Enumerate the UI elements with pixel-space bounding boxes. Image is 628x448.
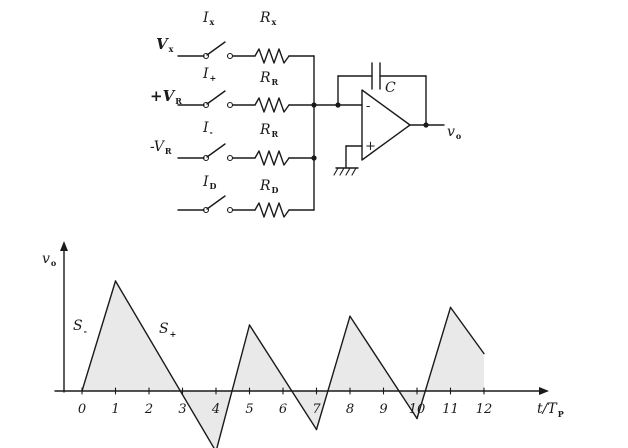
input-branch-plus-vr: +VR I+ RR (150, 66, 315, 113)
x-tick-label: 11 (442, 402, 459, 417)
switch-label-ix: Ix (202, 10, 215, 27)
waveform-segment (81, 280, 117, 392)
switch-blade (206, 41, 226, 56)
waveform-segment (449, 306, 485, 355)
resistor-label-rx: Rx (259, 10, 277, 27)
switch-contact (226, 101, 234, 109)
switch-contact (226, 206, 234, 214)
voltage-label-minus-vr: -VR (150, 139, 172, 156)
waveform-segment (416, 306, 452, 420)
ground-hatch (339, 167, 345, 176)
x-tick-label: 9 (379, 402, 387, 417)
voltage-label-plus-vr: +VR (150, 87, 182, 106)
x-tick-label: 4 (211, 402, 220, 417)
integrator-circuit: Vx Ix Rx +VR I+ RR -VR I- (150, 10, 462, 218)
waveform-series (81, 280, 485, 448)
voltage-label-vx: Vx (156, 35, 174, 54)
shaded-region (82, 281, 484, 448)
switch-contact (202, 101, 210, 109)
op-amp: - + vo (361, 89, 462, 161)
switch-contact (226, 52, 234, 60)
switch-label-id: ID (202, 174, 217, 191)
waveform-segment (114, 280, 215, 448)
switch-contact (202, 154, 210, 162)
x-axis-arrowhead (539, 387, 549, 395)
switch-contact (202, 206, 210, 214)
resistor-label-rd: RD (259, 178, 279, 195)
resistor-label-rr: RR (259, 122, 279, 139)
input-branch-id: ID RD (177, 174, 315, 218)
junction-dot (311, 155, 317, 161)
input-branch-minus-vr: -VR I- RR (150, 120, 315, 166)
y-axis-label: vo (42, 251, 57, 268)
ground-symbol (333, 145, 363, 176)
switch-blade (206, 195, 226, 210)
switch-blade (206, 143, 226, 158)
waveform-segment (216, 324, 251, 448)
x-tick-label: 1 (111, 402, 119, 417)
shaded-area (82, 281, 484, 448)
x-axis-label: t/TP (537, 401, 564, 419)
op-amp-triangle (361, 89, 411, 161)
x-tick-label: 0 (78, 402, 86, 417)
x-tick-label: 2 (144, 402, 153, 417)
input-branch-vx: Vx Ix Rx (156, 10, 315, 64)
switch-label-iminus: I- (202, 120, 213, 137)
waveform-segment (248, 324, 318, 431)
x-tick-label: 7 (312, 402, 321, 417)
output-label: vo (447, 124, 462, 141)
switch-label-iplus: I+ (202, 66, 216, 83)
switch-contact (202, 52, 210, 60)
resistor-label-rr: RR (259, 70, 279, 87)
x-tick-label: 3 (178, 402, 186, 417)
slope-label-s-minus: S- (73, 318, 87, 336)
resistor-zigzag (254, 150, 290, 166)
resistor-zigzag (254, 97, 290, 113)
junction-dot (423, 122, 429, 128)
ground-hatch (345, 167, 351, 176)
ground-hatch (333, 167, 339, 176)
resistor-zigzag (254, 48, 290, 64)
feedback-capacitor: C (337, 62, 427, 126)
x-tick-label: 5 (245, 402, 253, 417)
noninverting-input-symbol: + (365, 139, 376, 154)
inverting-input-symbol: - (366, 99, 370, 114)
waveform-segment (315, 315, 351, 431)
switch-contact (226, 154, 234, 162)
slope-label-s-plus: S+ (159, 321, 176, 339)
waveform-segment (349, 315, 418, 420)
capacitor-label: C (385, 80, 396, 96)
switch-blade (206, 90, 226, 105)
ground-hatch (351, 167, 357, 176)
waveform-plot: vo t/TP S- S+ 0 1 2 3 4 5 6 7 8 9 10 11 12 (42, 241, 564, 448)
x-tick-label: 12 (476, 402, 493, 417)
y-axis-arrowhead (60, 241, 68, 251)
x-tick-label: 8 (346, 402, 354, 417)
resistor-zigzag (254, 202, 290, 218)
x-tick-labels: 0 1 2 3 4 5 6 7 8 9 10 11 12 (78, 387, 493, 417)
x-tick-label: 6 (279, 402, 287, 417)
